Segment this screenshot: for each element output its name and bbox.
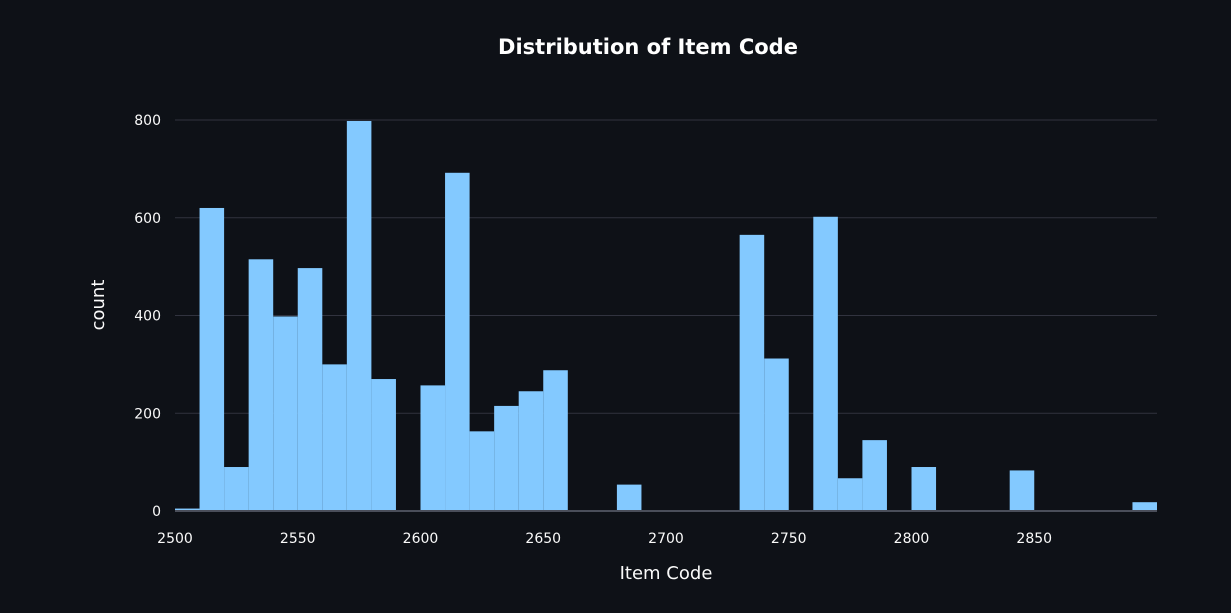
x-tick-label-2800: 2800	[894, 531, 930, 547]
x-tick-label-2550: 2550	[280, 531, 316, 547]
bar-2560-2570	[322, 364, 347, 511]
y-axis-ticks: 0 200 400 600 800	[134, 113, 161, 520]
bar-2730-2740	[739, 234, 765, 511]
x-tick-label-2700: 2700	[648, 531, 684, 547]
x-tick-label-2750: 2750	[771, 531, 807, 547]
bar-2740-2750	[764, 358, 789, 511]
bar-2540-2550	[273, 316, 298, 511]
bar-2630-2640	[494, 405, 519, 511]
bar-2890-2900	[1132, 502, 1157, 511]
bar-2840-2850	[1009, 470, 1035, 511]
bar-2680-2690	[616, 484, 642, 511]
chart-title: Distribution of Item Code	[498, 35, 798, 59]
x-tick-label-2500: 2500	[157, 531, 193, 547]
bar-2530-2540	[248, 259, 274, 511]
y-tick-label-200: 200	[134, 406, 161, 422]
bar-2600-2610	[420, 385, 446, 511]
x-tick-label-2600: 2600	[403, 531, 439, 547]
bar-2780-2790	[862, 440, 887, 511]
bar-2760-2770	[813, 216, 838, 511]
x-tick-label-2650: 2650	[525, 531, 561, 547]
bar-2650-2660	[543, 370, 568, 511]
x-tick-label-2850: 2850	[1016, 531, 1052, 547]
bar-2520-2530	[224, 467, 249, 511]
bar-2570-2580	[346, 120, 372, 511]
x-axis-label: Item Code	[620, 563, 713, 584]
x-axis-ticks: 2500 2550 2600 2650 2700 2750 2800 2850	[157, 531, 1052, 547]
y-tick-label-0: 0	[152, 504, 161, 520]
bar-2620-2630	[469, 431, 495, 511]
bar-2510-2520	[199, 207, 225, 511]
y-tick-label-800: 800	[134, 113, 161, 129]
bar-2770-2780	[837, 478, 863, 511]
grid-lines	[175, 119, 1157, 414]
bar-2640-2650	[518, 391, 544, 511]
bar-2610-2620	[445, 172, 470, 511]
bar-2580-2590	[371, 379, 396, 511]
histogram-bars	[175, 120, 1157, 511]
bar-2800-2810	[911, 467, 937, 511]
y-tick-label-400: 400	[134, 309, 161, 325]
y-axis-label: count	[88, 280, 109, 331]
y-tick-label-600: 600	[134, 211, 161, 227]
bar-2500-2510	[175, 508, 200, 511]
bar-2550-2560	[297, 268, 323, 511]
